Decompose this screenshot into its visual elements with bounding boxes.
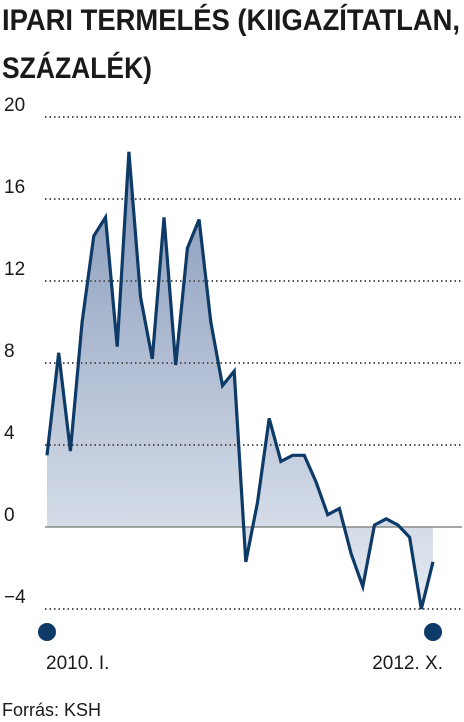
x-marker: [424, 623, 442, 641]
y-tick-label: 20: [4, 95, 25, 116]
chart-title: IPARI TERMELÉS (KIIGAZÍTATLAN,: [2, 3, 460, 37]
y-tick-label: 0: [4, 505, 15, 526]
line: [45, 151, 435, 610]
y-tick-label: 16: [4, 177, 25, 198]
y-tick-label: 4: [4, 423, 15, 444]
y-tick-label: 8: [4, 341, 15, 362]
y-tick-label: −4: [4, 587, 26, 608]
x-tick-label: 2010. I.: [46, 653, 109, 674]
x-marker: [38, 623, 56, 641]
area: [47, 151, 433, 610]
source: Forrás: KSH: [2, 700, 101, 720]
x-tick-label: 2012. X.: [372, 653, 443, 674]
y-tick-label: 12: [4, 259, 25, 280]
chart-title: SZÁZALÉK): [2, 51, 152, 85]
